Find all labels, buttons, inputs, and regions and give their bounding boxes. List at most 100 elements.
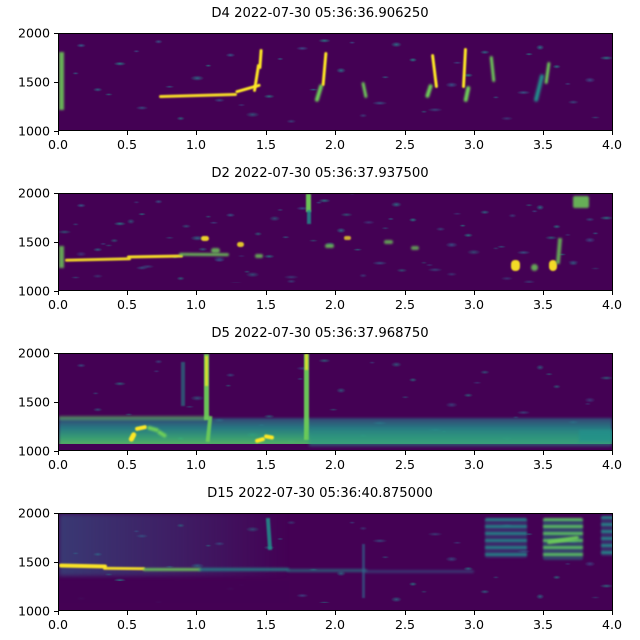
y-tick-label: 1500	[17, 554, 50, 570]
x-tick-label: 1.0	[185, 457, 207, 472]
x-tick-label: 0.5	[116, 617, 138, 632]
vertical-click	[204, 354, 209, 420]
y-tick-mark	[54, 242, 58, 244]
hotspot	[237, 242, 244, 247]
click-burst	[573, 196, 589, 208]
hotspot	[384, 240, 393, 244]
x-tick-mark	[127, 611, 129, 615]
spectrogram-axes-d5	[58, 353, 613, 451]
spectrogram-axes-d2	[58, 193, 613, 291]
frequency-floor-strip	[59, 603, 612, 610]
x-tick-mark	[196, 611, 198, 615]
x-tick-label: 4.0	[601, 617, 623, 632]
x-tick-mark	[405, 611, 407, 615]
x-tick-mark	[543, 291, 545, 295]
x-tick-label: 3.5	[532, 137, 554, 152]
edge-energy	[59, 52, 64, 110]
panel-title-d4: D4 2022-07-30 05:36:36.906250	[211, 6, 429, 21]
y-tick-mark	[54, 193, 58, 195]
y-tick-mark	[54, 353, 58, 355]
x-tick-mark	[266, 291, 268, 295]
y-tick-mark	[54, 131, 58, 133]
x-tick-label: 2.5	[394, 137, 416, 152]
spectrogram-axes-d4	[58, 33, 613, 131]
hotspot	[211, 248, 220, 253]
x-tick-mark	[405, 291, 407, 295]
x-tick-mark	[58, 451, 60, 455]
vertical-click	[181, 362, 185, 406]
frequency-floor-strip	[59, 444, 612, 450]
x-tick-label: 1.5	[255, 297, 277, 312]
y-tick-mark	[54, 291, 58, 293]
x-tick-label: 2.0	[324, 297, 346, 312]
burst-block	[601, 516, 612, 556]
vertical-click	[306, 194, 311, 212]
x-tick-label: 2.5	[394, 297, 416, 312]
vertical-click	[362, 544, 365, 598]
vertical-click	[304, 354, 309, 440]
x-tick-label: 0.5	[116, 137, 138, 152]
whistle-contour	[143, 568, 201, 571]
x-tick-mark	[58, 291, 60, 295]
low-frequency-band	[579, 430, 612, 442]
panel-title-d15: D15 2022-07-30 05:36:40.875000	[207, 486, 433, 501]
x-tick-mark	[474, 131, 476, 135]
x-tick-label: 0.5	[116, 297, 138, 312]
whistle-contour	[178, 252, 230, 257]
y-tick-mark	[54, 451, 58, 453]
frequency-floor-strip	[59, 123, 612, 130]
x-tick-mark	[127, 291, 129, 295]
panel-title-d2: D2 2022-07-30 05:36:37.937500	[211, 166, 429, 181]
hotspot	[201, 236, 209, 241]
x-tick-mark	[405, 451, 407, 455]
x-tick-mark	[335, 131, 337, 135]
panel-d2: D2 2022-07-30 05:36:37.937500 2000 1500 …	[0, 160, 640, 320]
y-tick-label: 1500	[17, 394, 50, 410]
x-tick-mark	[58, 131, 60, 135]
y-tick-label: 2000	[17, 185, 50, 201]
noise-layer	[59, 34, 612, 130]
x-tick-label: 2.5	[394, 617, 416, 632]
hotspot	[325, 244, 334, 248]
x-tick-mark	[405, 131, 407, 135]
hotspot	[255, 254, 263, 258]
y-tick-label: 2000	[17, 25, 50, 41]
x-tick-label: 0.0	[47, 297, 69, 312]
y-tick-label: 1000	[17, 603, 50, 619]
x-tick-mark	[543, 451, 545, 455]
x-tick-mark	[612, 451, 614, 455]
edge-energy	[59, 246, 64, 268]
x-tick-mark	[612, 131, 614, 135]
noise-layer	[59, 194, 612, 281]
hotspot	[531, 264, 538, 271]
spectrogram-image-d5	[59, 354, 612, 450]
x-tick-mark	[543, 611, 545, 615]
y-tick-label: 1000	[17, 123, 50, 139]
burst-block	[485, 518, 527, 558]
x-tick-label: 3.0	[463, 137, 485, 152]
y-tick-mark	[54, 402, 58, 404]
x-tick-mark	[58, 611, 60, 615]
x-tick-label: 1.5	[255, 457, 277, 472]
y-tick-label: 1000	[17, 443, 50, 459]
x-tick-mark	[266, 451, 268, 455]
y-tick-label: 1500	[17, 74, 50, 90]
y-tick-mark	[54, 611, 58, 613]
y-tick-label: 1000	[17, 283, 50, 299]
x-tick-mark	[474, 451, 476, 455]
x-tick-mark	[335, 451, 337, 455]
y-tick-label: 2000	[17, 345, 50, 361]
x-tick-label: 0.0	[47, 617, 69, 632]
x-tick-label: 1.0	[185, 297, 207, 312]
whistle-contour	[287, 569, 367, 572]
low-frequency-band-edge	[59, 416, 209, 420]
noise-layer	[59, 34, 612, 130]
y-tick-mark	[54, 513, 58, 515]
frequency-floor-strip	[59, 283, 612, 290]
x-tick-label: 2.5	[394, 457, 416, 472]
hotspot	[411, 246, 419, 250]
spectrogram-image-d15	[59, 514, 612, 610]
frequency-floor-strip	[59, 581, 289, 603]
x-tick-mark	[196, 451, 198, 455]
x-tick-mark	[266, 131, 268, 135]
